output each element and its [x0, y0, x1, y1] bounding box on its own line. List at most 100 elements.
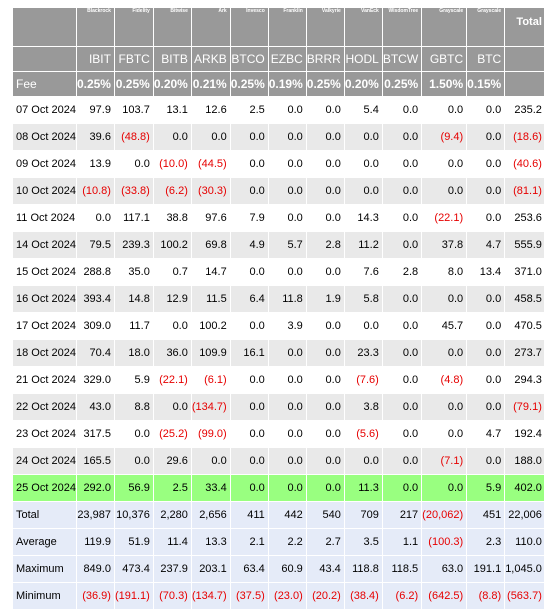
total-column-header: Total — [505, 8, 544, 46]
flow-value: 239.3 — [114, 232, 153, 258]
flow-value: 0.0 — [268, 448, 306, 474]
issuer-name: Valkyrie — [306, 8, 344, 46]
stat-value: 11.4 — [153, 529, 191, 555]
flow-value: 70.4 — [76, 340, 114, 366]
flow-value: 309.0 — [76, 313, 114, 339]
stat-row-average: Average 119.9 51.9 11.4 13.3 2.1 2.2 2.7 3.5 1.1(… — [13, 529, 544, 555]
row-date: 15 Oct 2024 — [13, 259, 76, 285]
flow-value: 0.0 — [382, 394, 422, 420]
row-total: 188.0 — [505, 448, 544, 474]
stat-value: 63.4 — [230, 556, 268, 582]
flow-value: 0.0 — [382, 205, 422, 231]
flow-value: 45.7 — [422, 313, 467, 339]
flow-value: 16.1 — [230, 340, 268, 366]
row-total: 253.6 — [505, 205, 544, 231]
flow-value: 100.2 — [153, 232, 191, 258]
flow-value: 79.5 — [76, 232, 114, 258]
stat-value: (36.9) — [76, 583, 114, 609]
flow-value: 0.0 — [382, 286, 422, 312]
flow-value: 109.9 — [191, 340, 230, 366]
flow-value: 1.9 — [306, 286, 344, 312]
flow-value: 6.4 — [230, 286, 268, 312]
stat-value: 191.1 — [467, 556, 505, 582]
flow-value: 39.6 — [76, 124, 114, 150]
ticker-label: IBIT — [76, 47, 114, 71]
day-row: 24 Oct 2024 165.5 0.0 29.6 0.0 0.0 0.0 0.0 0.0 0.… — [13, 448, 544, 474]
issuer-name: Bitwise — [153, 8, 191, 46]
stat-total: 110.0 — [505, 529, 544, 555]
flow-value: 165.5 — [76, 448, 114, 474]
stat-value: 118.8 — [344, 556, 382, 582]
ticker-label: FBTC — [114, 47, 153, 71]
fee-value: 0.25% — [114, 72, 153, 96]
flow-value: 0.0 — [422, 178, 467, 204]
ticker-label: HODL — [344, 47, 382, 71]
flow-value: 29.6 — [153, 448, 191, 474]
flow-value: (4.8) — [422, 367, 467, 393]
flow-value: 8.0 — [422, 259, 467, 285]
flow-value: 4.7 — [467, 421, 505, 447]
flow-value: (6.2) — [153, 178, 191, 204]
issuer-name: Ark — [191, 8, 230, 46]
flow-value: 329.0 — [76, 367, 114, 393]
flow-value: 393.4 — [76, 286, 114, 312]
stat-value: 118.5 — [382, 556, 422, 582]
flow-value: 14.3 — [344, 205, 382, 231]
fee-value: 0.25% — [76, 72, 114, 96]
flow-value: 12.6 — [191, 97, 230, 123]
row-total: 235.2 — [505, 97, 544, 123]
flow-value: 43.0 — [76, 394, 114, 420]
flow-value: 0.0 — [268, 367, 306, 393]
fee-value: 0.20% — [153, 72, 191, 96]
row-total: (79.1) — [505, 394, 544, 420]
flow-value: 12.9 — [153, 286, 191, 312]
row-total: 402.0 — [505, 475, 544, 501]
flow-value: 0.0 — [344, 178, 382, 204]
issuer-name: WisdomTree — [382, 8, 422, 46]
flow-value: 0.0 — [230, 259, 268, 285]
row-total: (18.6) — [505, 124, 544, 150]
flow-value: 0.0 — [268, 178, 306, 204]
stat-value: (6.2) — [382, 583, 422, 609]
flow-value: 11.5 — [191, 286, 230, 312]
stat-value: 849.0 — [76, 556, 114, 582]
flow-value: 0.0 — [306, 367, 344, 393]
flow-value: 5.8 — [344, 286, 382, 312]
day-row: 10 Oct 2024 (10.8) (33.8) (6.2) (30.3) 0.0 0.0… — [13, 178, 544, 204]
stat-value: 411 — [230, 502, 268, 528]
flow-value: (6.1) — [191, 367, 230, 393]
flow-value: 97.6 — [191, 205, 230, 231]
fee-label: Fee — [13, 72, 76, 96]
issuer-name: Blackrock — [76, 8, 114, 46]
stat-value: (37.5) — [230, 583, 268, 609]
day-row: 15 Oct 2024 288.8 35.0 0.7 14.7 0.0 0.0 0.0 7.6 2… — [13, 259, 544, 285]
day-row: 16 Oct 2024 393.4 14.8 12.9 11.5 6.4 11.8 1.9 5.… — [13, 286, 544, 312]
flow-value: 8.8 — [114, 394, 153, 420]
fee-value: 0.25% — [382, 72, 422, 96]
flow-value: 0.0 — [268, 421, 306, 447]
ticker-corner-cell — [13, 47, 76, 71]
stat-value: 63.0 — [422, 556, 467, 582]
flow-value: 3.9 — [268, 313, 306, 339]
stat-value: (20.2) — [306, 583, 344, 609]
flow-value: 5.9 — [467, 475, 505, 501]
row-date: 17 Oct 2024 — [13, 313, 76, 339]
row-total: 470.5 — [505, 313, 544, 339]
flow-value: 0.0 — [114, 421, 153, 447]
flow-value: 0.0 — [382, 151, 422, 177]
flow-value: 13.9 — [76, 151, 114, 177]
flow-value: 0.0 — [153, 313, 191, 339]
etf-flows-table: Blackrock Fidelity Bitwise Ark Invesco F… — [12, 7, 544, 610]
stat-value: 13.3 — [191, 529, 230, 555]
flow-value: 0.0 — [306, 178, 344, 204]
flow-value: 7.9 — [230, 205, 268, 231]
flow-value: 0.0 — [467, 340, 505, 366]
day-row: 07 Oct 2024 97.9 103.7 13.1 12.6 2.5 0.0 0.0 5.4… — [13, 97, 544, 123]
row-date: 14 Oct 2024 — [13, 232, 76, 258]
flow-value: 0.0 — [344, 313, 382, 339]
flow-value: 11.2 — [344, 232, 382, 258]
flow-value: 0.0 — [467, 313, 505, 339]
flow-value: 14.7 — [191, 259, 230, 285]
flow-value: 0.0 — [114, 448, 153, 474]
fee-header-row: Fee 0.25% 0.25% 0.20% 0.21% 0.25% 0.19% … — [13, 72, 544, 96]
